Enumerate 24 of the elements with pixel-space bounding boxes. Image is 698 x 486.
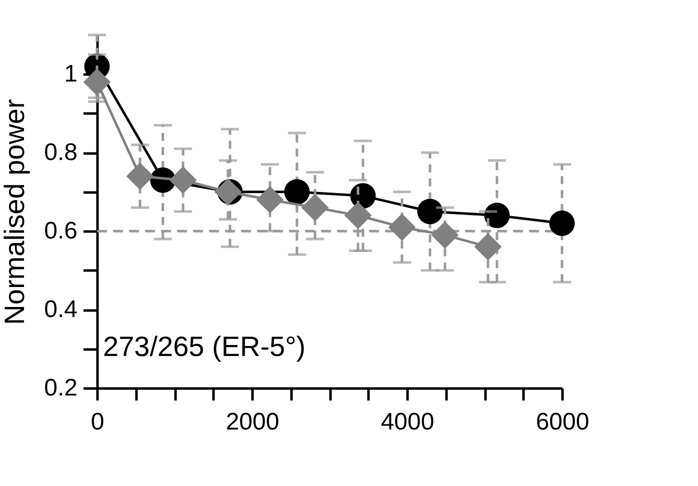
point — [301, 194, 329, 222]
point — [549, 210, 575, 236]
point — [256, 186, 284, 214]
point — [474, 233, 502, 260]
point — [388, 213, 416, 241]
point — [417, 198, 443, 224]
y-axis-title: Normalised power — [0, 99, 30, 325]
annotation: 273/265 (ER-5°) — [103, 331, 306, 362]
point — [83, 68, 111, 96]
x-tick-label: 0 — [90, 408, 104, 436]
point — [169, 166, 197, 194]
point — [484, 202, 510, 228]
point — [431, 221, 459, 249]
y-tick-label: 1 — [64, 60, 78, 88]
y-tick-label: 0.4 — [44, 296, 78, 324]
y-tick-label: 0.6 — [44, 218, 78, 245]
x-tick-label: 2000 — [226, 408, 280, 436]
x-tick-label: 6000 — [536, 408, 590, 436]
point — [126, 162, 154, 190]
point — [284, 179, 310, 205]
point — [344, 202, 372, 230]
y-tick-label: 0.8 — [44, 139, 78, 166]
x-tick-label: 4000 — [380, 408, 434, 436]
y-tick-label: 0.2 — [44, 374, 78, 402]
